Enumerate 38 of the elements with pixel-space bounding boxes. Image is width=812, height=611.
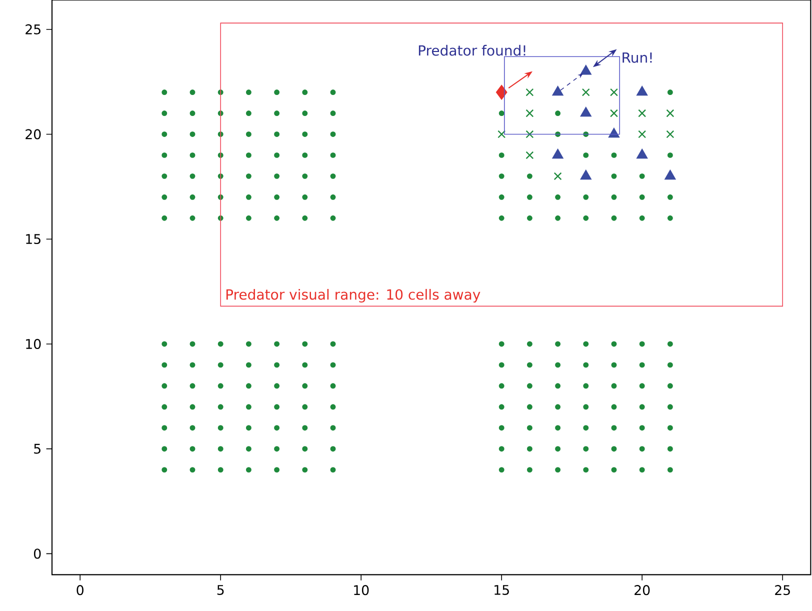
point [638,130,646,138]
point [664,170,676,180]
point [638,109,646,118]
point [496,85,508,100]
x-tick-label: 20 [634,585,650,596]
point [552,149,564,159]
point [666,130,674,138]
x-tick-label: 5 [217,585,224,596]
point [580,65,592,75]
y-tick-label: 5 [34,444,40,454]
point [526,151,534,160]
point [554,172,562,180]
x-tick-label: 15 [494,585,509,596]
point [636,149,648,159]
y-tick-label: 25 [26,24,40,35]
y-tick-label: 20 [26,129,41,140]
point [580,170,592,180]
point [552,86,564,96]
point [498,130,506,138]
y-tick-label: 15 [26,234,40,244]
point [666,109,674,118]
point [580,107,592,117]
point [608,128,620,138]
x-tick-label: 10 [354,585,369,596]
annotation: Predator visual range: 10 cells away [226,289,480,303]
point [610,88,618,96]
annotation: Predator found! [418,45,526,56]
point [582,88,590,96]
point [526,109,534,118]
point [610,109,618,118]
point [636,86,648,96]
point [526,130,534,138]
point [526,88,534,96]
annotation: Run! [622,52,652,64]
x-tick-label: 0 [76,585,84,596]
y-tick-label: 10 [26,339,41,350]
x-tick-label: 25 [775,585,790,596]
y-tick-label: 0 [34,548,41,559]
